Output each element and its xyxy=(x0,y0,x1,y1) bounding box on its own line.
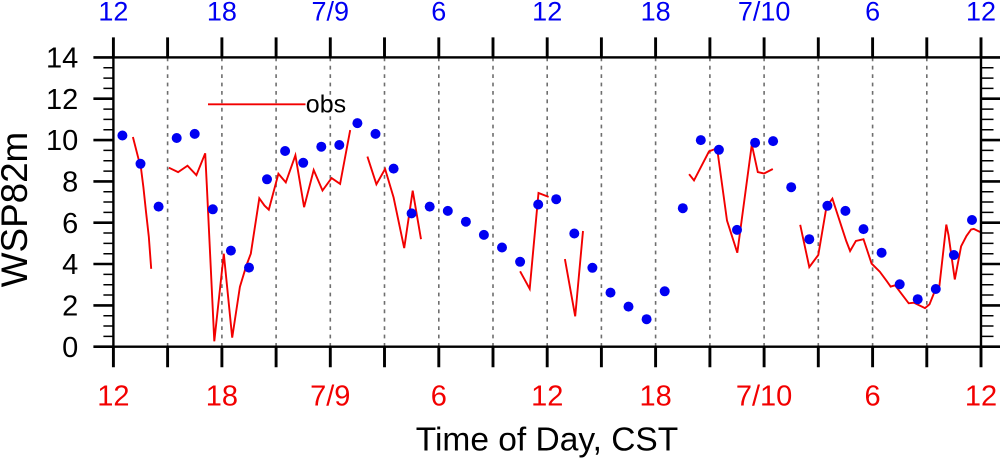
svg-text:6: 6 xyxy=(865,381,881,413)
svg-text:12: 12 xyxy=(46,84,78,116)
svg-text:18: 18 xyxy=(641,0,671,26)
svg-text:6: 6 xyxy=(865,0,880,26)
svg-text:7/9: 7/9 xyxy=(312,0,350,26)
svg-text:6: 6 xyxy=(431,0,446,26)
svg-text:7/9: 7/9 xyxy=(310,381,350,413)
svg-text:2: 2 xyxy=(62,291,78,323)
svg-text:6: 6 xyxy=(431,381,447,413)
svg-text:12: 12 xyxy=(966,0,996,26)
svg-text:8: 8 xyxy=(62,167,78,199)
svg-text:Time of Day, CST: Time of Day, CST xyxy=(416,422,678,458)
svg-text:12: 12 xyxy=(965,381,997,413)
svg-text:6: 6 xyxy=(62,208,78,240)
svg-text:WSP82m: WSP82m xyxy=(0,132,35,287)
svg-text:14: 14 xyxy=(46,43,78,75)
svg-text:10: 10 xyxy=(46,125,78,157)
svg-text:12: 12 xyxy=(531,381,563,413)
svg-text:0: 0 xyxy=(62,332,78,364)
svg-text:18: 18 xyxy=(639,381,671,413)
svg-text:obs: obs xyxy=(306,91,346,119)
svg-text:12: 12 xyxy=(97,381,129,413)
svg-text:7/10: 7/10 xyxy=(738,0,791,26)
svg-text:4: 4 xyxy=(62,249,78,281)
svg-text:12: 12 xyxy=(98,0,128,26)
svg-text:7/10: 7/10 xyxy=(736,381,792,413)
svg-text:18: 18 xyxy=(206,381,238,413)
svg-text:12: 12 xyxy=(532,0,562,26)
svg-text:18: 18 xyxy=(207,0,237,26)
